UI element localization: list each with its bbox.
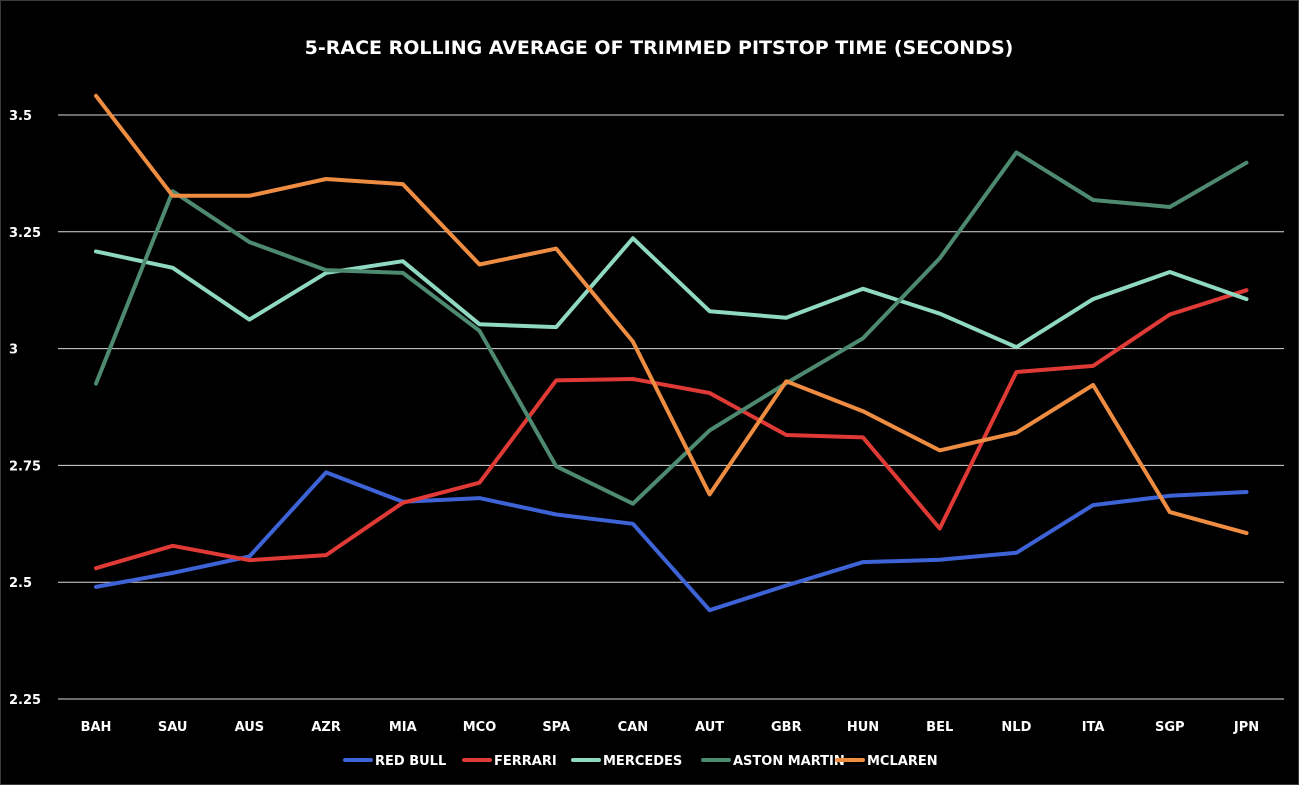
x-tick-label: MCO [463,720,497,735]
x-tick-label: SGP [1155,720,1185,735]
x-tick-label: SAU [158,720,188,735]
legend-label-red-bull: RED BULL [375,754,446,769]
x-tick-label: JPN [1233,720,1259,735]
x-tick-label: CAN [618,720,648,735]
legend: RED BULL FERRARI MERCEDES ASTON MARTIN MCLAR… [343,754,938,769]
series-line-mclaren [94,93,1249,536]
y-tick-label: 2.5 [9,576,32,591]
series-line-aston-martin [94,150,1249,506]
x-tick-label: HUN [847,720,879,735]
legend-label-mercedes: MERCEDES [603,754,682,769]
x-tick-label: MIA [389,720,417,735]
x-tick-label: ITA [1082,720,1105,735]
x-tick-label: AUS [235,720,265,735]
y-tick-label: 3.25 [9,226,41,241]
legend-label-aston-martin: ASTON MARTIN [733,754,845,769]
x-tick-label: NLD [1001,720,1031,735]
series-line-ferrari [94,288,1249,571]
legend-label-ferrari: FERRARI [494,754,557,769]
series-line-red-bull [94,470,1249,613]
x-tick-label: AUT [695,720,724,735]
y-tick-label: 3 [9,343,18,358]
series-lines [94,93,1249,613]
y-tick-label: 2.75 [9,459,41,474]
x-tick-label: BEL [926,720,953,735]
x-tick-label: BAH [81,720,112,735]
legend-label-mclaren: MCLAREN [867,754,938,769]
x-tick-label: AZR [311,720,341,735]
y-axis-ticks: 2.25 2.5 2.75 3 3.25 3.5 [9,109,41,708]
x-tick-label: SPA [542,720,570,735]
chart-title: 5-RACE ROLLING AVERAGE OF TRIMMED PITSTO… [305,37,1014,59]
x-axis-ticks: BAH SAU AUS AZR MIA MCO SPA CAN AUT GBR HUN BEL NLD I… [81,720,1260,735]
y-tick-label: 3.5 [9,109,32,124]
series-line-mercedes [94,236,1249,350]
x-tick-label: GBR [771,720,802,735]
y-tick-label: 2.25 [9,693,41,708]
